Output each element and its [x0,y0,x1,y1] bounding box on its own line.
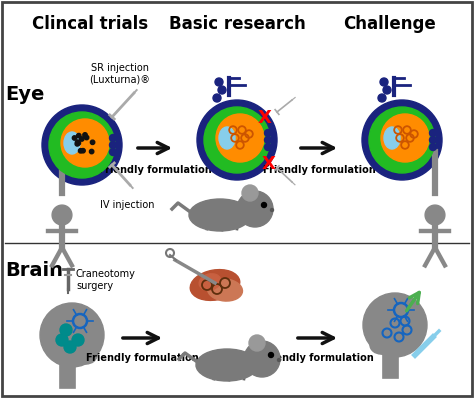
Circle shape [84,135,89,140]
Circle shape [244,341,280,377]
Circle shape [72,334,84,346]
Ellipse shape [370,336,392,354]
Circle shape [264,129,272,137]
Circle shape [109,148,117,156]
Text: Brain: Brain [5,261,63,279]
Circle shape [363,293,427,357]
Circle shape [277,359,281,361]
Text: Friendly formulation: Friendly formulation [263,165,375,175]
Ellipse shape [196,349,258,381]
Text: Challenge: Challenge [344,15,437,33]
Circle shape [61,119,109,167]
Circle shape [76,141,81,145]
Ellipse shape [219,127,235,149]
Circle shape [429,137,437,144]
Circle shape [109,142,117,148]
Circle shape [383,86,391,94]
Circle shape [109,135,117,142]
Circle shape [91,140,95,144]
Circle shape [218,86,226,94]
Circle shape [249,335,265,351]
Circle shape [42,105,122,185]
Circle shape [64,341,76,353]
Ellipse shape [384,127,400,149]
Circle shape [216,114,264,162]
Circle shape [429,129,437,137]
Circle shape [40,303,104,367]
Circle shape [369,107,435,173]
Circle shape [242,185,258,201]
Circle shape [73,136,77,140]
Text: Eye: Eye [5,86,45,105]
Text: IV injection: IV injection [100,200,154,210]
Circle shape [381,114,429,162]
Circle shape [268,353,273,357]
Text: X: X [258,109,272,127]
Text: SR injection
(Luxturna)®: SR injection (Luxturna)® [90,63,151,85]
Text: X: X [262,155,276,173]
Circle shape [262,203,266,207]
Circle shape [90,149,94,154]
Circle shape [197,100,277,180]
Circle shape [49,112,115,178]
Circle shape [75,142,80,146]
Circle shape [213,94,221,102]
Circle shape [378,94,386,102]
Circle shape [56,334,68,346]
Circle shape [380,78,388,86]
Ellipse shape [64,132,80,154]
Text: Craneotomy
surgery: Craneotomy surgery [76,269,136,291]
Circle shape [264,137,272,144]
Text: Friendly formulation: Friendly formulation [261,353,374,363]
Circle shape [264,144,272,150]
Circle shape [80,137,84,141]
Circle shape [60,324,72,336]
Ellipse shape [208,279,243,301]
Circle shape [83,133,87,137]
Text: Basic research: Basic research [169,15,305,33]
Circle shape [215,78,223,86]
Circle shape [52,205,72,225]
Circle shape [78,148,83,153]
Circle shape [77,133,81,138]
Ellipse shape [190,269,240,300]
Ellipse shape [189,199,251,231]
Ellipse shape [199,274,221,290]
Circle shape [271,209,273,211]
Text: Clincal trials: Clincal trials [32,15,148,33]
Circle shape [425,205,445,225]
Ellipse shape [75,346,97,364]
Text: Friendly formulation: Friendly formulation [86,353,199,363]
Circle shape [237,191,273,227]
Circle shape [429,144,437,150]
Circle shape [81,148,85,153]
Circle shape [204,107,270,173]
Text: Friendly formulation: Friendly formulation [99,165,211,175]
Circle shape [362,100,442,180]
Circle shape [75,140,80,144]
